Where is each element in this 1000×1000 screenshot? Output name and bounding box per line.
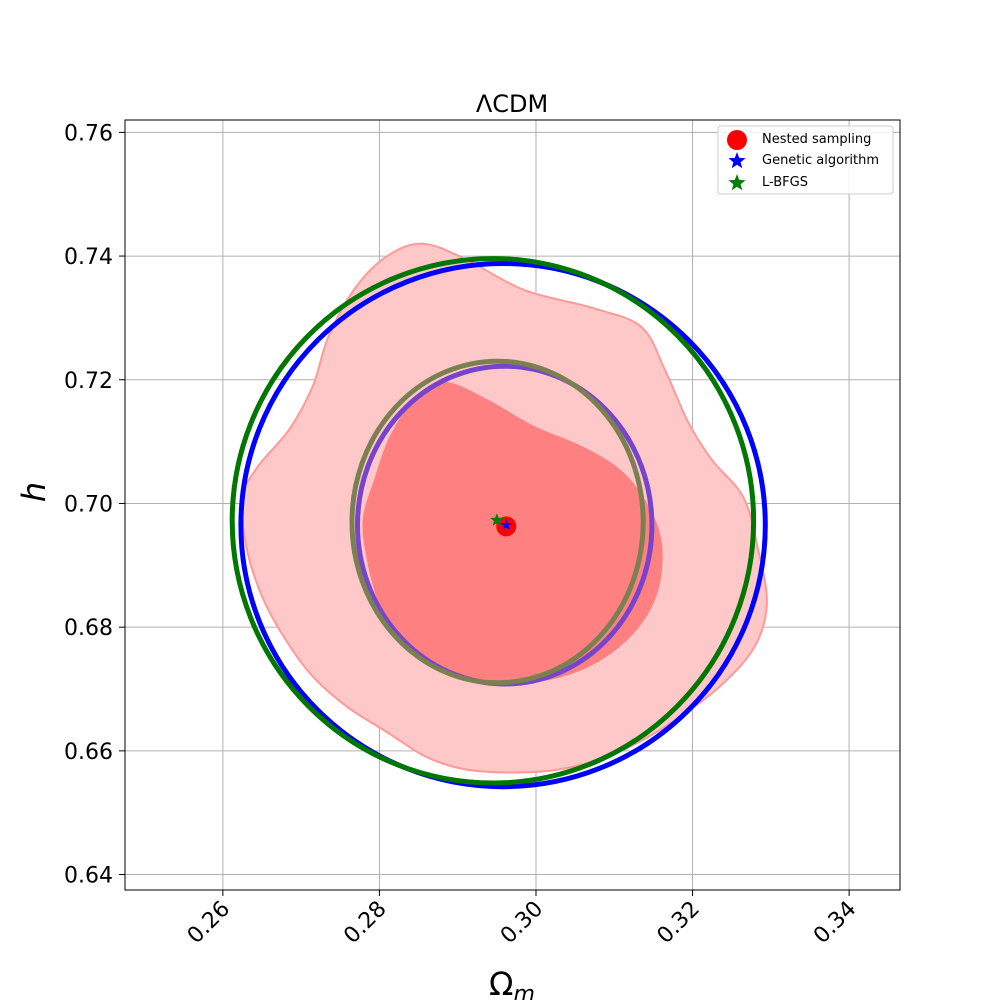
legend-box	[717, 125, 894, 195]
x-axis-label-main: Ω	[489, 965, 513, 1000]
legend-label-genetic-algorithm: Genetic algorithm	[762, 153, 879, 168]
chart-title: ΛCDM	[476, 90, 548, 118]
ellipse-layer	[229, 256, 768, 790]
y-tick-label-5: 0.74	[64, 245, 113, 270]
y-tick-label-6: 0.76	[64, 121, 113, 146]
legend-marker-genetic-algorithm	[728, 152, 746, 169]
legend-marker-nested-sampling	[727, 130, 747, 150]
genetic-algorithm-ellipse-2-sigma	[238, 260, 768, 790]
legend-marker-lbfgs	[728, 174, 746, 191]
x-axis-label-subscript: m	[514, 982, 535, 1000]
y-tick-label-1: 0.66	[64, 740, 113, 765]
legend: Nested sampling Genetic algorithm L-BFGS	[717, 125, 894, 195]
y-axis-label: h	[15, 482, 53, 502]
best-fit-genetic-algorithm	[500, 519, 512, 530]
x-axis-label: Ωm	[489, 965, 535, 1000]
y-tick-label-0: 0.64	[64, 864, 113, 889]
plot-frame	[124, 119, 901, 891]
lbfgs-ellipse-1-sigma	[349, 358, 646, 686]
legend-label-nested-sampling: Nested sampling	[762, 132, 871, 147]
y-tick-label-3: 0.70	[64, 492, 113, 517]
legend-label-lbfgs: L-BFGS	[762, 175, 808, 190]
y-tick-label-2: 0.68	[64, 616, 113, 641]
y-tick-label-4: 0.72	[64, 369, 113, 394]
y-axis-ticks: 0.64 0.66 0.68 0.70 0.72 0.74 0.76	[64, 121, 125, 889]
best-fit-points	[490, 513, 517, 537]
best-fit-lbfgs	[490, 513, 504, 526]
lbfgs-ellipse-2-sigma	[229, 256, 757, 786]
